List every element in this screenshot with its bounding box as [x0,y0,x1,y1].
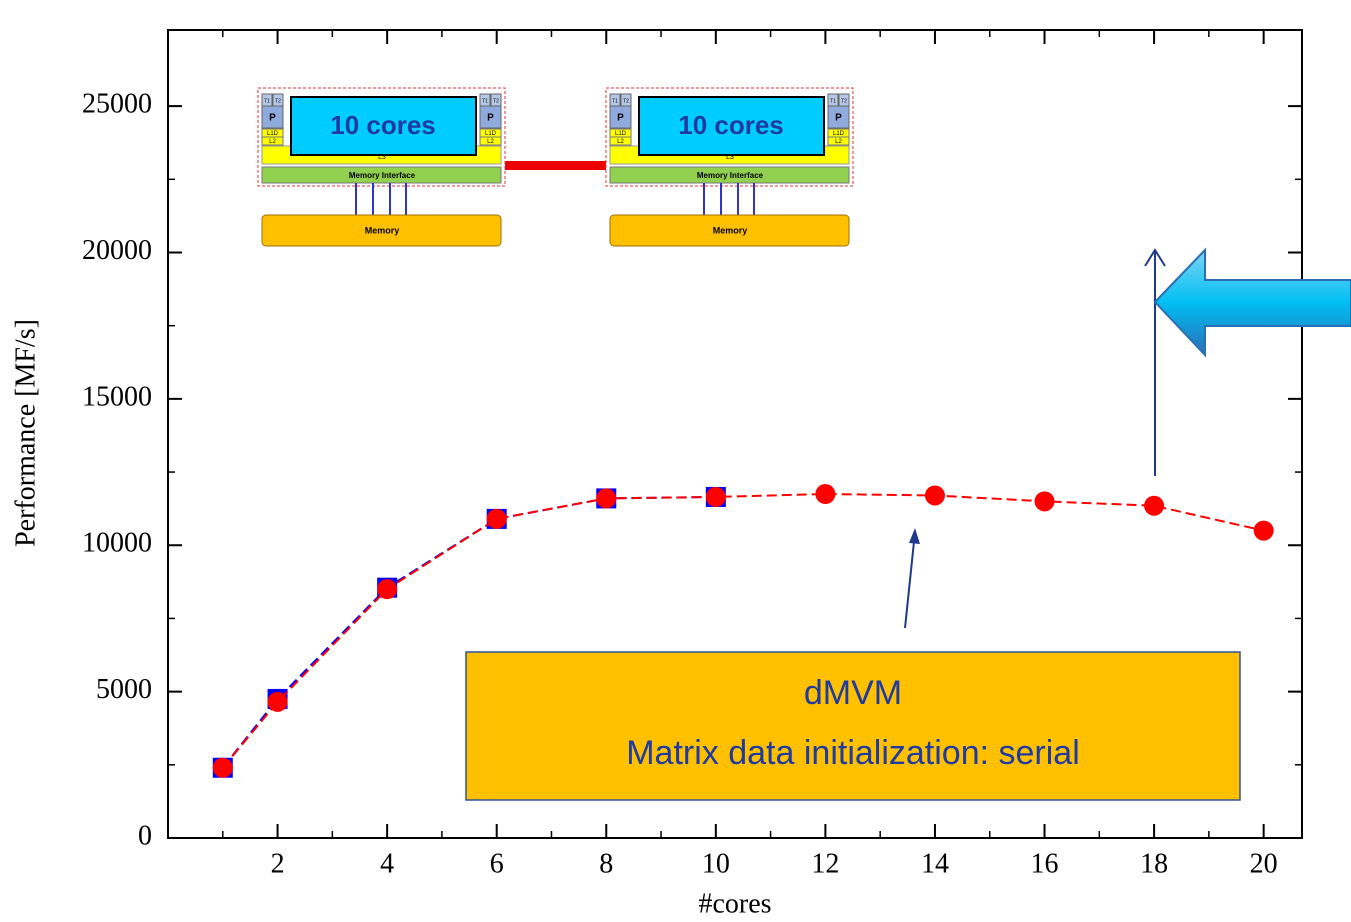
x-tick-label: 18 [1140,848,1168,879]
plot-layer: 0 5000 10000 15000 20000 25000 2 4 6 8 10 12 14 16 18 2… [82,30,1302,879]
x-tick-label: 16 [1031,848,1059,879]
l2-box [479,136,502,146]
memory-label: Memory [713,225,748,235]
marker [596,488,617,509]
core-label: P [835,113,842,124]
y-tick-label: 0 [138,820,152,851]
up-arrow-head [1144,248,1166,267]
core-label: P [617,113,624,124]
l2-label: L2 [835,139,842,145]
y-tick-label: 5000 [96,674,152,705]
x-tick-label: 8 [599,848,613,879]
l3-label: L3 [726,154,734,161]
x-tick-label: 14 [921,848,949,879]
thread-label: T2 [623,98,629,104]
marker [815,484,836,505]
arrow-head [909,528,920,544]
marker [1144,495,1165,516]
x-axis-label: #cores [698,888,771,919]
sockets: L3 Memory Interface T1 T2 P L1D L2 T1 T2 P L1D L2 10… [257,87,854,247]
l1-label: L1D [615,131,627,137]
core-label: P [487,113,494,124]
core-box [479,105,502,129]
marker [212,757,233,778]
l2-box [827,136,850,146]
l2-label: L2 [487,139,494,145]
y-tick-label: 25000 [82,89,152,120]
marker [924,485,945,506]
l2-label: L2 [617,139,624,145]
x-tick-label: 4 [380,848,394,879]
l1-label: L1D [833,131,845,137]
cores-label: 10 cores [678,110,784,140]
y-tick-label: 10000 [82,528,152,559]
thread-label: T2 [493,98,499,104]
interface-label: Memory Interface [349,171,416,180]
socket-link [505,161,606,170]
annotation-title: dMVM [804,674,902,712]
memory-box [609,214,850,247]
marker [1034,491,1055,512]
interface-band [261,166,502,184]
thread-label: T1 [612,98,618,104]
x-tick-label: 6 [490,848,504,879]
l1-label: L1D [267,131,279,137]
l2-box [609,136,632,146]
l3-label: L3 [378,154,386,161]
x-tick-label: 2 [271,848,285,879]
marker [1253,520,1274,541]
cores-box [638,96,825,156]
x-tick-label: 20 [1250,848,1278,879]
l2-box [261,136,284,146]
core-box [261,105,284,129]
marker [267,691,288,712]
core-box [609,105,632,129]
y-axis-label: Performance [MF/s] [10,319,41,547]
big-arrow [1153,247,1351,358]
y-tick-label: 20000 [82,235,152,266]
thread-label: T1 [264,98,270,104]
marker [705,486,726,507]
annotation-arrow [904,531,916,629]
thread-label: T2 [275,98,281,104]
thread-label: T1 [482,98,488,104]
cores-label: 10 cores [330,110,436,140]
x-tick-label: 10 [702,848,730,879]
core-label: P [269,113,276,124]
memory-box [261,214,502,247]
x-tick-label: 12 [811,848,839,879]
interface-band [609,166,850,184]
cores-box [290,96,477,156]
annotation-box [465,651,1241,801]
l2-label: L2 [269,139,276,145]
annotation-text: Matrix data initialization: serial [626,734,1080,772]
thread-label: T1 [830,98,836,104]
interface-label: Memory Interface [697,171,764,180]
plot-frame [167,29,1303,839]
marker [486,508,507,529]
y-tick-label: 15000 [82,381,152,412]
thread-label: T2 [841,98,847,104]
l1-label: L1D [485,131,497,137]
memory-label: Memory [365,225,400,235]
core-box [827,105,850,129]
marker [377,579,398,600]
